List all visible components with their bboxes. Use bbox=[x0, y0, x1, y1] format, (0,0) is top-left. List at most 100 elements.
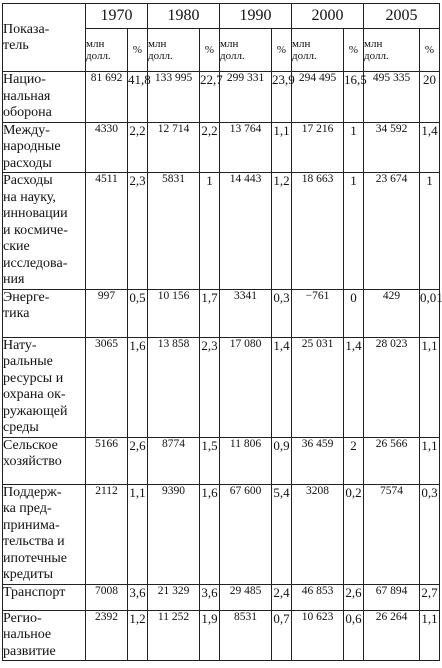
table-row: Между-народные расходы 4330 2,2 12 714 2,2 13 … bbox=[2, 121, 440, 173]
percent-cell: 1,6 bbox=[127, 336, 148, 438]
table-row: Сельское хозяйство 5166 2,6 8774 1,5 11 806 0,9… bbox=[2, 436, 440, 485]
amount-cell: 46 853 bbox=[291, 583, 344, 611]
amount-cell: 294 495 bbox=[291, 71, 344, 123]
amount-cell: 10 623 bbox=[291, 609, 344, 661]
table-row: Расходы на науку, инновации и космиче-ские и… bbox=[2, 172, 440, 290]
amount-cell: 9390 bbox=[147, 483, 200, 585]
year-header: 1980 bbox=[147, 3, 220, 29]
amount-cell: 2112 bbox=[85, 483, 128, 585]
percent-cell: 2,7 bbox=[419, 583, 440, 611]
amount-cell: 34 592 bbox=[363, 121, 420, 173]
amount-cell: 133 995 bbox=[147, 71, 200, 123]
table-body: Нацио-нальная оборона 81 692 41,8 133 995 22,… bbox=[2, 71, 442, 661]
amount-cell: 11 252 bbox=[147, 609, 200, 661]
amount-cell: 13 858 bbox=[147, 336, 200, 438]
indicator-name: Между-народные расходы bbox=[2, 121, 86, 173]
percent-cell: 0 bbox=[343, 288, 364, 338]
percent-cell: 41,8 bbox=[127, 71, 151, 123]
percent-cell: 5,4 bbox=[271, 483, 292, 585]
amount-cell: 18 663 bbox=[291, 172, 344, 290]
amount-cell: 36 459 bbox=[291, 436, 344, 485]
percent-cell: 0,3 bbox=[419, 483, 440, 585]
percent-header: % bbox=[419, 28, 440, 72]
amount-cell: 10 156 bbox=[147, 288, 200, 338]
percent-cell: 1,1 bbox=[419, 609, 440, 661]
percent-cell: 2,4 bbox=[271, 583, 292, 611]
percent-cell: 1,1 bbox=[271, 121, 292, 173]
percent-cell: 2,6 bbox=[343, 583, 364, 611]
units-header: млн долл. bbox=[363, 28, 420, 72]
percent-cell: 2,2 bbox=[199, 121, 220, 173]
amount-cell: 495 335 bbox=[363, 71, 420, 123]
amount-cell: 21 329 bbox=[147, 583, 200, 611]
indicator-name: Расходы на науку, инновации и космиче-ские и… bbox=[2, 172, 86, 290]
amount-cell: 67 600 bbox=[219, 483, 272, 585]
percent-cell: 2 bbox=[343, 436, 364, 485]
percent-header: % bbox=[199, 28, 220, 72]
percent-cell: 0,2 bbox=[343, 483, 364, 585]
table-row: Поддерж-ка пред-принима-тельства и ипотеч… bbox=[2, 483, 440, 585]
percent-cell: 0,3 bbox=[271, 288, 292, 338]
percent-cell: 1,5 bbox=[199, 436, 220, 485]
amount-cell: 7574 bbox=[363, 483, 420, 585]
amount-cell: 299 331 bbox=[219, 71, 272, 123]
amount-cell: 5166 bbox=[85, 436, 128, 485]
table-row: Регио-нальное развитие 2392 1,2 11 252 1,9 853… bbox=[2, 609, 440, 661]
data-table: Показа-тель 1970 1980 1990 2000 2005 млн… bbox=[2, 3, 442, 661]
amount-cell: 81 692 bbox=[85, 71, 128, 123]
percent-header: % bbox=[127, 28, 148, 72]
units-header: млн долл. bbox=[219, 28, 272, 72]
percent-header: % bbox=[343, 28, 364, 72]
parameter-header: Показа-тель bbox=[2, 3, 86, 72]
amount-cell: 8531 bbox=[219, 609, 272, 661]
percent-cell: 3,6 bbox=[127, 583, 148, 611]
year-header: 1990 bbox=[219, 3, 292, 29]
indicator-name: Транспорт bbox=[2, 583, 86, 611]
indicator-name: Нацио-нальная оборона bbox=[2, 71, 86, 123]
percent-cell: 1,4 bbox=[271, 336, 292, 438]
percent-cell: 2,2 bbox=[127, 121, 148, 173]
units-header: млн долл. bbox=[147, 28, 200, 72]
percent-cell: 1 bbox=[343, 172, 364, 290]
percent-header: % bbox=[271, 28, 292, 72]
amount-cell: 2392 bbox=[85, 609, 128, 661]
percent-cell: 1 bbox=[199, 172, 220, 290]
amount-cell: 12 714 bbox=[147, 121, 200, 173]
amount-cell: 23 674 bbox=[363, 172, 420, 290]
amount-cell: 4511 bbox=[85, 172, 128, 290]
amount-cell: 5831 bbox=[147, 172, 200, 290]
amount-cell: 67 894 bbox=[363, 583, 420, 611]
amount-cell: −761 bbox=[291, 288, 344, 338]
percent-cell: 1,2 bbox=[127, 609, 148, 661]
percent-cell: 1 bbox=[343, 121, 364, 173]
year-header: 2000 bbox=[291, 3, 364, 29]
percent-cell: 1,7 bbox=[199, 288, 220, 338]
amount-cell: 29 485 bbox=[219, 583, 272, 611]
percent-cell: 1,4 bbox=[343, 336, 364, 438]
year-header: 2005 bbox=[363, 3, 440, 29]
percent-cell: 3,6 bbox=[199, 583, 220, 611]
percent-cell: 1,4 bbox=[419, 121, 440, 173]
units-header: млн долл. bbox=[85, 28, 128, 72]
units-header: млн долл. bbox=[291, 28, 344, 72]
percent-cell: 0,5 bbox=[127, 288, 148, 338]
amount-cell: 3341 bbox=[219, 288, 272, 338]
percent-cell: 22,7 bbox=[199, 71, 223, 123]
percent-cell: 1,1 bbox=[419, 336, 440, 438]
amount-cell: 997 bbox=[85, 288, 128, 338]
indicator-name: Нату-ральные ресурсы и охрана ок-ружающей с… bbox=[2, 336, 86, 438]
amount-cell: 25 031 bbox=[291, 336, 344, 438]
table-row: Нацио-нальная оборона 81 692 41,8 133 995 22,… bbox=[2, 71, 440, 123]
percent-cell: 0,7 bbox=[271, 609, 292, 661]
amount-cell: 17 080 bbox=[219, 336, 272, 438]
unit-header-row: млн долл. % млн долл. % млн долл. % млн долл… bbox=[3, 28, 440, 72]
amount-cell: 11 806 bbox=[219, 436, 272, 485]
percent-cell: 2,6 bbox=[127, 436, 148, 485]
percent-cell: 1 bbox=[419, 172, 440, 290]
amount-cell: 14 443 bbox=[219, 172, 272, 290]
amount-cell: 4330 bbox=[85, 121, 128, 173]
amount-cell: 3065 bbox=[85, 336, 128, 438]
year-header-row: Показа-тель 1970 1980 1990 2000 2005 bbox=[2, 3, 440, 72]
amount-cell: 7008 bbox=[85, 583, 128, 611]
percent-cell: 1,1 bbox=[419, 436, 440, 485]
